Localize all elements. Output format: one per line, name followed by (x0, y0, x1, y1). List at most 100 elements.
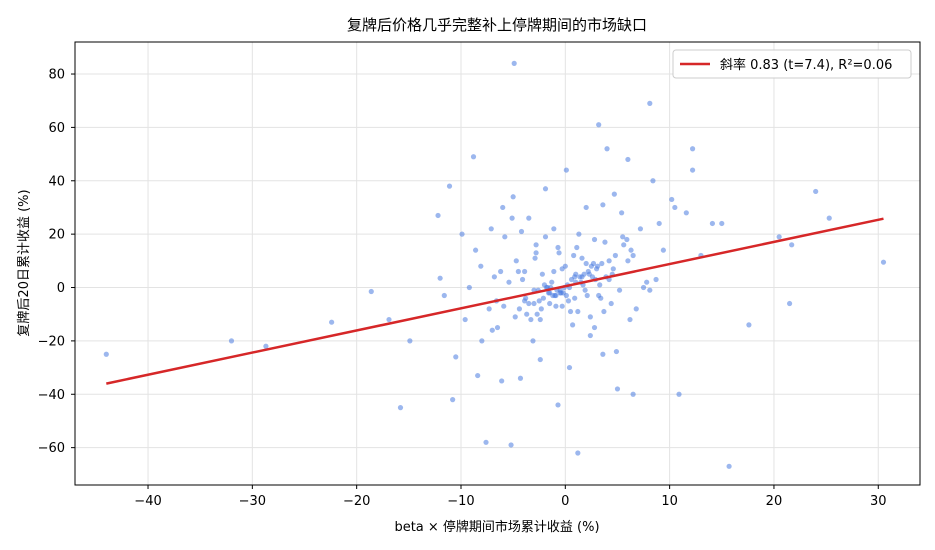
scatter-point (576, 231, 582, 237)
scatter-point (478, 263, 484, 269)
scatter-point (630, 391, 636, 397)
scatter-point (567, 308, 574, 315)
scatter-point (601, 308, 607, 315)
scatter-point (502, 234, 508, 240)
y-tick-label: −60 (38, 441, 65, 456)
y-tick-label: 60 (48, 121, 65, 136)
scatter-point (489, 327, 495, 333)
scatter-point (637, 226, 644, 232)
scatter-point (512, 314, 518, 320)
scatter-point (539, 271, 545, 277)
scatter-point (570, 322, 576, 328)
scatter-point (263, 343, 269, 349)
scatter-point (386, 316, 392, 323)
scatter-point (571, 252, 577, 259)
scatter-point (526, 300, 532, 307)
x-tick-label: 30 (870, 494, 887, 509)
y-tick-label: 0 (57, 281, 65, 296)
scatter-point (533, 250, 539, 256)
scatter-point (368, 288, 374, 295)
scatter-point (435, 212, 441, 219)
scatter-point (441, 292, 447, 299)
scatter-point (516, 306, 523, 312)
scatter-point (602, 239, 608, 245)
scatter-point (542, 186, 549, 192)
scatter-point (475, 372, 481, 379)
scatter-point (672, 204, 678, 211)
scatter-point (583, 204, 589, 211)
scatter-point (228, 338, 235, 344)
scatter-point (524, 311, 530, 317)
chart-title: 复牌后价格几乎完整补上停牌期间的市场缺口 (347, 16, 647, 34)
scatter-point (611, 191, 617, 197)
scatter-point (466, 284, 472, 291)
scatter-point (510, 194, 516, 200)
scatter-point (103, 351, 109, 357)
scatter-point (627, 316, 633, 323)
scatter-point (329, 319, 335, 325)
scatter-point (573, 271, 579, 277)
scatter-point (559, 303, 565, 309)
scatter-point (689, 146, 696, 152)
scatter-point (549, 279, 555, 285)
scatter-point (647, 100, 653, 106)
scatter-point (633, 306, 639, 312)
ticks-layer: −40 −30 −20 −10 0 10 20 30 −60 −40 −20 0 20 40 60 80 (38, 68, 887, 509)
scatter-point (500, 204, 506, 211)
y-tick-label: −20 (38, 334, 65, 349)
scatter-point (826, 215, 832, 221)
scatter-point (506, 279, 512, 285)
scatter-point (397, 405, 404, 411)
scatter-point (591, 324, 598, 331)
scatter-point (683, 210, 689, 216)
scatter-point (483, 439, 489, 445)
x-tick-label: −10 (447, 494, 474, 509)
scatter-point (669, 196, 675, 203)
scatter-point (407, 338, 413, 344)
scatter-point (532, 255, 538, 261)
scatter-point (587, 314, 593, 320)
scatter-point (719, 220, 725, 227)
legend-fit-line-label: 斜率 0.83 (t=7.4), R²=0.06 (720, 57, 892, 73)
scatter-point (540, 295, 547, 301)
scatter-point (479, 338, 485, 344)
scatter-point (499, 378, 505, 384)
scatter-point (547, 300, 553, 307)
scatter-point (538, 306, 544, 312)
scatter-point (625, 258, 631, 264)
scatter-point (531, 300, 537, 307)
x-axis-label: beta × 停牌期间市场累计收益 (%) (394, 519, 599, 535)
x-tick-label: 20 (766, 494, 783, 509)
scatter-point (563, 292, 569, 299)
scatter-point (606, 258, 612, 264)
scatter-point (610, 266, 616, 272)
points-layer (103, 60, 887, 469)
scatter-point (494, 324, 501, 331)
scatter-point (534, 311, 540, 317)
regression-line (106, 217, 884, 385)
x-tick-label: −30 (239, 494, 266, 509)
scatter-point (513, 258, 519, 264)
scatter-point (491, 274, 497, 280)
scatter-point (446, 183, 453, 189)
scatter-point (596, 122, 602, 128)
scatter-point (620, 234, 626, 240)
scatter-point (536, 298, 542, 304)
y-axis-label: 复牌后20日累计收益 (%) (16, 189, 32, 336)
y-tick-label: −40 (38, 388, 65, 403)
scatter-point (614, 386, 621, 392)
scatter-point (459, 231, 465, 237)
scatter-point (599, 260, 605, 267)
scatter-point (786, 300, 793, 307)
scatter-point (488, 226, 494, 232)
scatter-point (613, 348, 620, 355)
scatter-point (517, 375, 524, 381)
scatter-point (584, 292, 590, 299)
scatter-point (555, 402, 561, 408)
scatter-point (595, 263, 601, 269)
scatter-point (462, 316, 468, 323)
x-tick-label: 0 (561, 494, 569, 509)
scatter-point (746, 322, 752, 328)
scatter-point (776, 234, 782, 240)
